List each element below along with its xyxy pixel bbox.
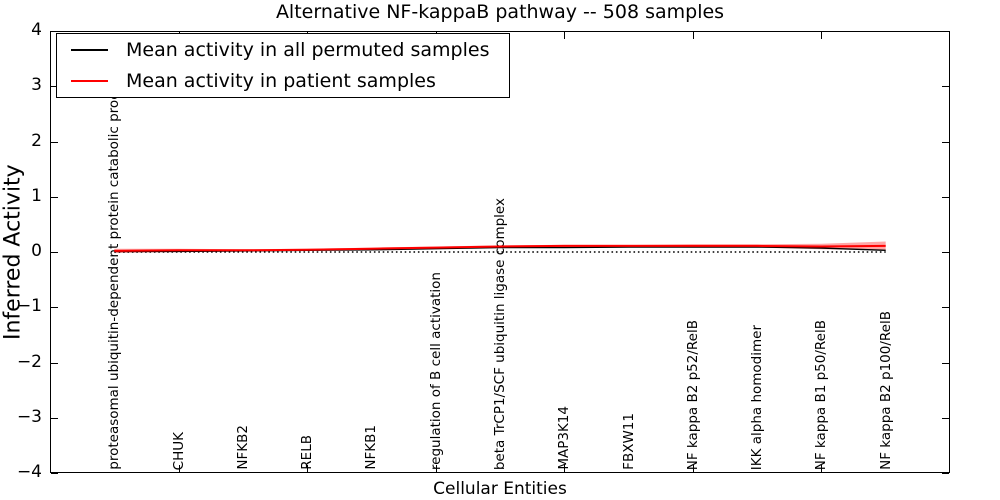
y-tick-right [942,142,949,143]
x-axis-label: Cellular Entities [433,479,567,499]
x-tick-bottom [307,465,308,472]
x-tick-label: MAP3K14 [556,406,573,470]
y-tick-label: 0 [31,241,42,261]
y-tick-right [942,197,949,198]
y-tick-left [51,31,58,32]
x-tick-label: NFKB2 [234,425,251,470]
x-tick-bottom [436,465,437,472]
legend-entry-permuted: Mean activity in all permuted samples [57,35,509,65]
y-tick-label: 2 [31,131,42,151]
x-tick-label: NF kappa B2 p100/RelB [877,311,894,470]
x-tick-label: beta TrCP1/SCF ubiquitin ligase complex [492,197,508,470]
y-tick-label: −3 [16,407,42,427]
x-tick-label: NF kappa B1 p50/RelB [813,319,830,470]
y-tick-label: −1 [16,296,42,316]
x-tick-label: FBXW11 [620,413,637,470]
y-tick-left [51,197,58,198]
y-tick-label: 4 [31,20,42,40]
y-tick-left [51,418,58,419]
y-tick-left [51,86,58,87]
y-tick-right [942,252,949,253]
legend: Mean activity in all permuted samples Me… [56,33,510,98]
x-tick-bottom [179,465,180,472]
x-tick-bottom [693,465,694,472]
x-tick-top [693,32,694,39]
x-tick-label: regulation of B cell activation [427,271,444,470]
y-tick-right [942,86,949,87]
legend-label-permuted: Mean activity in all permuted samples [126,39,490,61]
y-tick-left [51,363,58,364]
y-tick-label: −4 [16,462,42,482]
y-tick-label: 1 [31,186,42,206]
legend-line-sample-black [71,49,108,51]
y-tick-right [942,363,949,364]
y-tick-right [942,418,949,419]
y-tick-label: 3 [31,75,42,95]
y-tick-right [942,307,949,308]
y-tick-left [51,473,58,474]
x-tick-bottom [564,465,565,472]
x-tick-label: RELB [299,435,316,470]
legend-label-patient: Mean activity in patient samples [126,70,436,92]
y-tick-label: −2 [16,352,42,372]
y-tick-left [51,142,58,143]
x-tick-label: IKK alpha homodimer [749,324,766,470]
x-tick-bottom [821,465,822,472]
y-tick-right [942,31,949,32]
x-tick-top [564,32,565,39]
chart-title: Alternative NF-kappaB pathway -- 508 sam… [275,1,725,23]
y-tick-left [51,252,58,253]
x-tick-top [821,32,822,39]
x-tick-label: NF kappa B2 p52/RelB [684,319,701,470]
legend-line-sample-red [71,80,108,82]
x-tick-label: NFKB1 [363,425,380,470]
x-tick-label: proteasomal ubiquitin-dependent protein … [106,70,123,470]
x-tick-label: CHUK [170,431,187,470]
y-tick-left [51,307,58,308]
y-tick-right [942,473,949,474]
legend-entry-patient: Mean activity in patient samples [57,66,509,96]
